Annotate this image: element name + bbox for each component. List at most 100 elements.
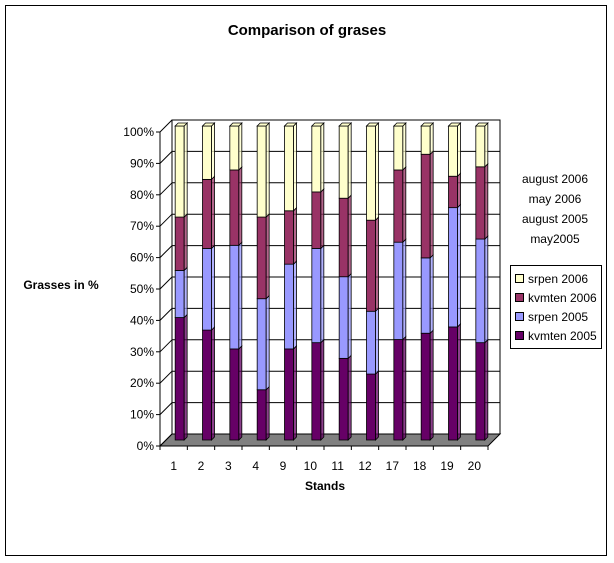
side-note-2: may 2006 <box>528 192 582 206</box>
bar-segment-side <box>347 122 352 200</box>
bar-segment <box>420 125 431 155</box>
bar-segment <box>366 310 376 375</box>
legend-item-srpen-2006: srpen 2006 <box>515 269 601 288</box>
bar-segment <box>448 326 458 441</box>
legend-swatch <box>515 312 524 321</box>
x-tick-label: 20 <box>468 459 482 473</box>
x-tick-label: 3 <box>225 459 232 473</box>
bar-segment-side <box>183 266 188 319</box>
bar-segment-side <box>429 253 434 335</box>
bar-segment-side <box>347 354 352 441</box>
legend-label: srpen 2005 <box>528 309 589 324</box>
bar-segment-side <box>402 165 407 244</box>
bar-segment <box>475 342 486 441</box>
y-tick-label: 50% <box>130 282 154 296</box>
x-tick-label: 18 <box>413 459 427 473</box>
x-tick-label: 19 <box>440 459 454 473</box>
bar-segment-side <box>402 335 407 441</box>
bar-segment <box>366 373 376 441</box>
x-tick-label: 10 <box>304 459 318 473</box>
bar-top <box>365 122 380 127</box>
bar-segment <box>202 178 212 249</box>
bar-segment-side <box>293 122 297 212</box>
bar-segment-side <box>484 338 489 441</box>
bar-segment <box>229 125 240 171</box>
gridline-side <box>159 308 173 321</box>
bar-segment <box>229 244 240 350</box>
y-tick-label: 100% <box>123 125 154 139</box>
bar-segment-side <box>484 162 489 241</box>
bar-top <box>310 122 325 127</box>
bar-top <box>256 122 271 127</box>
bar-segment <box>475 238 486 344</box>
bar-segment <box>311 125 322 193</box>
bar-segment <box>256 216 267 300</box>
bar-segment <box>202 329 212 441</box>
gridline-side <box>159 370 173 384</box>
bar-segment-side <box>211 122 215 181</box>
bar-segment-side <box>429 150 434 259</box>
legend-label: kvmten 2005 <box>528 328 597 343</box>
bar-segment-side <box>429 122 434 156</box>
y-tick-label: 60% <box>130 251 154 265</box>
bar-segment-side <box>265 294 270 391</box>
bar-segment-side <box>375 216 379 313</box>
bar-segment-side <box>265 213 270 300</box>
bar-segment-side <box>211 175 215 250</box>
gridline-side <box>159 213 173 227</box>
y-tick-label: 40% <box>130 313 154 327</box>
side-note-3: august 2005 <box>521 212 589 226</box>
bar-segment <box>420 257 431 334</box>
y-tick-label: 30% <box>130 345 154 359</box>
legend-label: kvmten 2006 <box>528 290 597 305</box>
bar-segment <box>338 197 349 278</box>
legend-label: srpen 2006 <box>528 271 589 286</box>
plot-area: 0%10%20%30%40%50%60%70%80%90%100%1 2 3 4 9 10… <box>123 119 502 473</box>
bar-segment <box>256 125 267 218</box>
bar-segment-side <box>429 329 434 441</box>
bar-segment-side <box>457 203 461 328</box>
bar-segment-side <box>183 122 188 219</box>
bar-top <box>228 122 243 127</box>
legend-swatch <box>515 331 524 340</box>
bar-segment <box>338 357 349 441</box>
bar-top <box>474 122 489 127</box>
bar-segment <box>338 125 349 199</box>
bar-segment-side <box>484 235 489 344</box>
bar-segment-side <box>375 370 379 441</box>
x-tick-label: 12 <box>358 459 372 473</box>
gridline-side <box>159 402 173 415</box>
gridline-side <box>159 433 173 447</box>
bar-top <box>447 122 462 127</box>
chart-title: Comparison of grases <box>228 22 386 39</box>
bar-segment <box>393 241 404 340</box>
bar-segment-side <box>183 313 188 441</box>
y-tick-label: 80% <box>130 188 154 202</box>
bar-segment-side <box>457 122 461 178</box>
bar-segment-side <box>265 385 270 441</box>
bar-segment-side <box>320 244 325 344</box>
x-tick-label: 1 <box>170 459 177 473</box>
bar-segment-side <box>375 307 379 376</box>
chart-legend: srpen 2006 kvmten 2006 srpen 2005 kvmten… <box>510 265 602 349</box>
side-note-1: august 2006 <box>521 172 589 186</box>
bar-top <box>420 122 435 127</box>
bar-segment <box>284 210 294 265</box>
bar-segment <box>420 153 431 259</box>
bar-segment-side <box>238 344 243 441</box>
y-tick-label: 20% <box>130 376 154 390</box>
gridline-side <box>159 339 173 353</box>
bar-segment <box>420 332 431 441</box>
bar-segment-side <box>320 187 325 250</box>
bar-segment-side <box>320 122 325 193</box>
bar-segment <box>475 166 486 240</box>
gridline-side <box>159 276 173 290</box>
y-tick-label: 0% <box>137 439 155 453</box>
bar-segment-side <box>293 344 297 441</box>
bar-top <box>201 122 216 127</box>
bar-top <box>338 122 353 127</box>
x-tick-label: 2 <box>198 459 205 473</box>
bar-segment <box>448 175 458 209</box>
bar-segment <box>311 191 322 249</box>
